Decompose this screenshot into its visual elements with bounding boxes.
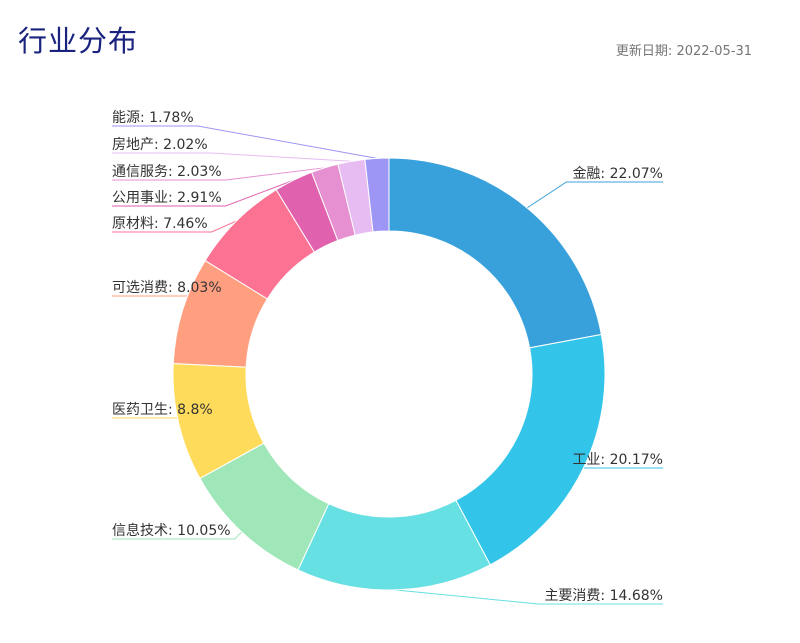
update-date-label: 更新日期:	[615, 44, 673, 59]
slice-label-1: 金融: 22.07%	[572, 166, 663, 182]
leader-line-1	[526, 181, 663, 209]
donut-slice-1[interactable]	[388, 157, 602, 349]
leader-line-9	[112, 167, 325, 181]
update-date: 更新日期: 2022-05-31	[616, 40, 752, 59]
donut-slice-2[interactable]	[455, 333, 606, 566]
leader-line-10	[112, 152, 352, 162]
leader-line-11	[112, 125, 378, 159]
page-title: 行业分布	[18, 24, 139, 58]
slice-label-10: 房地产: 2.02%	[112, 137, 208, 153]
leader-line-8	[112, 179, 294, 207]
donut-slice-11[interactable]	[364, 157, 390, 233]
leader-line-4	[112, 531, 243, 540]
leader-line-3	[394, 589, 663, 605]
slice-label-7: 原材料: 7.46%	[112, 216, 208, 232]
donut-slice-3[interactable]	[297, 499, 491, 591]
slice-label-5: 医药卫生: 8.8%	[112, 402, 213, 418]
slice-label-9: 通信服务: 2.03%	[112, 164, 222, 180]
slice-label-8: 公用事业: 2.91%	[112, 190, 222, 206]
slice-label-2: 工业: 20.17%	[572, 452, 663, 468]
leader-line-7	[112, 220, 237, 233]
slice-label-4: 信息技术: 10.05%	[112, 522, 231, 539]
slice-label-3: 主要消费: 14.68%	[544, 588, 663, 604]
slice-label-11: 能源: 1.78%	[112, 110, 194, 126]
update-date-value: 2022-05-31	[676, 44, 752, 59]
slice-label-6: 可选消费: 8.03%	[112, 280, 222, 296]
